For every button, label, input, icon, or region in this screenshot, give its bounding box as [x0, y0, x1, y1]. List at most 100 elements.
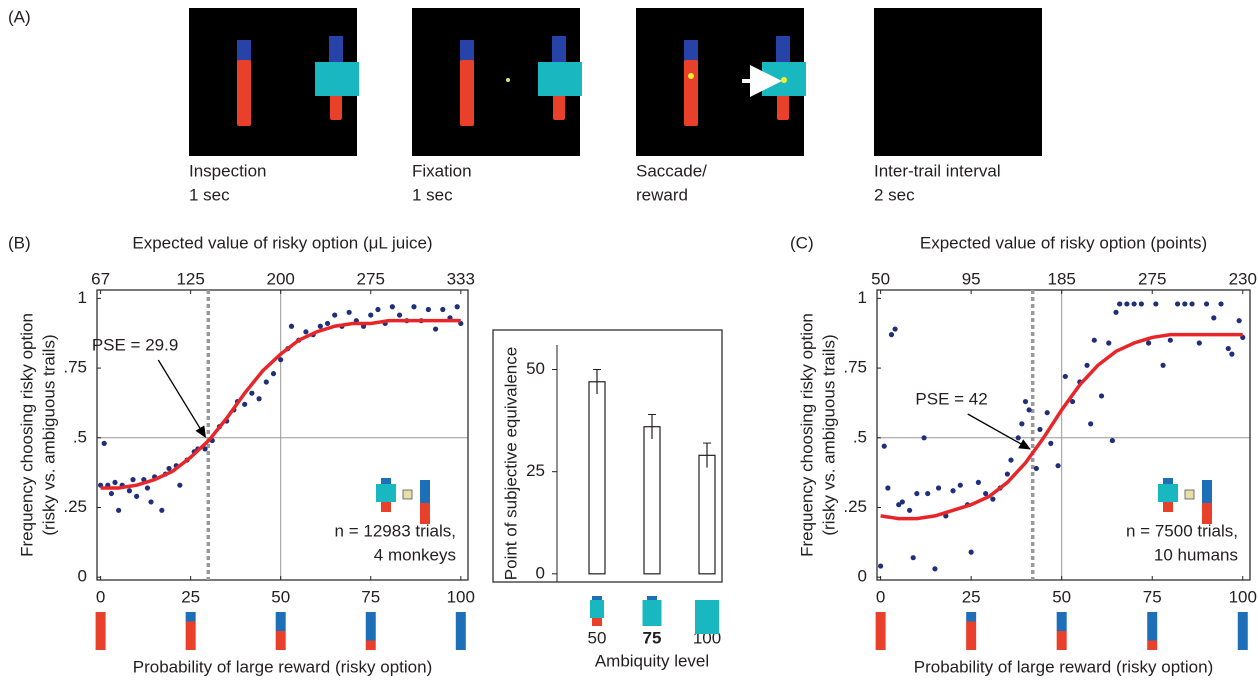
x-axis-title: Probability of large reward (risky optio…	[133, 657, 433, 676]
ambiguity-icon	[590, 600, 604, 618]
x-tick-label: 50	[1052, 587, 1071, 606]
data-point	[1069, 398, 1076, 405]
plot-frame	[492, 329, 723, 583]
data-point	[1048, 440, 1054, 446]
x2-tick-label: 275	[357, 269, 385, 288]
data-point	[396, 312, 403, 318]
data-point	[346, 309, 352, 315]
legend-icon	[1202, 480, 1212, 503]
bar	[643, 426, 661, 575]
frame	[874, 8, 1042, 156]
y-axis-title: (risky vs. ambiguous trails)	[39, 334, 58, 535]
bar	[698, 454, 716, 575]
y-tick-label: 1	[78, 288, 87, 307]
x-tick-label: 75	[361, 587, 380, 606]
y-axis-title: (risky vs. ambiguous trails)	[819, 334, 838, 535]
y-tick-label: .75	[843, 358, 867, 377]
prob-icon-red	[1147, 640, 1158, 650]
data-point	[921, 435, 927, 441]
data-point	[1004, 471, 1010, 477]
data-point	[454, 304, 460, 310]
data-point	[1055, 463, 1061, 469]
data-point	[932, 566, 938, 572]
y-axis-title: Frequency choosing risky option	[797, 313, 816, 557]
legend-icon	[1158, 484, 1178, 502]
pse-arrow	[967, 413, 1031, 450]
y-tick-label: .75	[63, 358, 87, 377]
data-point	[910, 555, 916, 561]
x2-tick-label: 230	[1229, 269, 1257, 288]
y-tick-label: 0	[858, 567, 867, 586]
x-tick-label: 0	[96, 587, 105, 606]
bar	[588, 381, 606, 575]
x2-tick-label: 50	[871, 269, 890, 288]
data-point	[881, 443, 887, 449]
prob-icon-red	[95, 612, 106, 650]
data-point	[425, 306, 431, 313]
plot-frame	[96, 289, 469, 581]
legend-icon	[420, 480, 430, 503]
x-tick-label: 0	[876, 587, 885, 606]
y-tick-label: 0	[536, 563, 545, 582]
x-tick-label: 75	[1143, 587, 1162, 606]
x-tick-label: 25	[962, 587, 981, 606]
data-point	[1189, 301, 1195, 307]
data-point	[1037, 426, 1043, 433]
plot-frame	[876, 289, 1251, 581]
data-point	[1124, 301, 1130, 307]
data-point	[1033, 465, 1039, 472]
data-point	[270, 371, 277, 377]
pse-arrow	[157, 359, 206, 439]
y-tick-label: .5	[853, 427, 867, 446]
data-point	[1225, 345, 1231, 352]
data-point	[332, 312, 338, 318]
data-point	[1131, 301, 1137, 307]
prob-icon-blue	[185, 612, 196, 622]
prob-icon-red	[275, 631, 286, 650]
note: n = 12983 trials,	[335, 521, 456, 540]
data-point	[116, 507, 122, 513]
data-point	[324, 320, 331, 327]
x2-axis-title: Expected value of risky option (points)	[920, 233, 1207, 252]
prob-icon-blue	[1147, 612, 1158, 641]
data-point	[1196, 340, 1202, 346]
data-point	[134, 493, 140, 499]
y-tick-label: .25	[63, 497, 87, 516]
fit-curve	[100, 318, 461, 490]
data-point	[166, 465, 172, 472]
fit-curve	[880, 332, 1243, 521]
data-point	[1062, 373, 1068, 380]
x-axis-title: Ambiquity level	[595, 651, 709, 670]
data-point	[1084, 362, 1090, 368]
data-point	[1022, 398, 1029, 405]
legend-icon	[402, 489, 413, 500]
data-point	[896, 502, 902, 508]
data-point	[1044, 410, 1050, 416]
data-point	[202, 446, 208, 452]
legend-icon	[420, 503, 430, 524]
caption: Saccade/	[636, 161, 707, 180]
data-point	[968, 549, 974, 555]
data-point	[1109, 437, 1115, 444]
data-point	[1113, 309, 1119, 315]
x2-axis-title: Expected value of risky option (μL juice…	[132, 233, 432, 252]
y-axis-title: Point of subjective equivalence	[501, 347, 520, 580]
data-point	[892, 326, 898, 332]
prob-icon-blue	[455, 612, 466, 650]
caption: 2 sec	[874, 185, 915, 204]
prob-icon-red	[875, 612, 886, 650]
data-point	[177, 482, 183, 488]
frame	[189, 8, 359, 156]
ambiguity-icon	[642, 600, 662, 626]
caption: Inter-trail interval	[874, 161, 1001, 180]
x-tick-label: 25	[181, 587, 200, 606]
prob-icon-blue	[1056, 612, 1067, 631]
data-point	[906, 507, 913, 513]
x2-tick-label: 333	[447, 269, 475, 288]
x2-tick-label: 200	[267, 269, 295, 288]
x-tick-label: 50	[271, 587, 290, 606]
frame	[636, 8, 806, 156]
y-tick-label: 25	[526, 461, 545, 480]
data-point	[990, 496, 996, 502]
